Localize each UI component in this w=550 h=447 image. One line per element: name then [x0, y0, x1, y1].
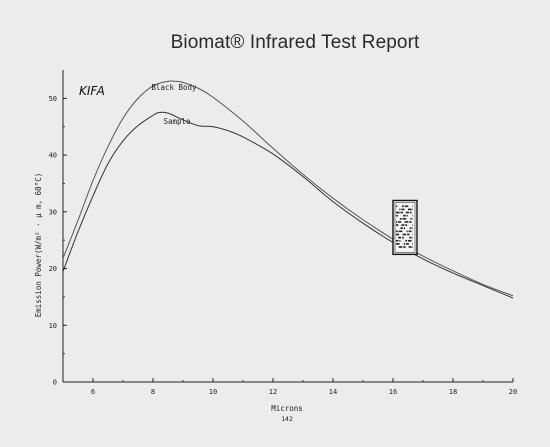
- stamp-mark: [403, 243, 405, 245]
- stamp-mark: [406, 230, 408, 233]
- y-tick-label: 30: [49, 208, 57, 216]
- stamp-mark: [405, 224, 408, 226]
- stamp-inner-border: [394, 202, 416, 253]
- sample-label: Sample: [163, 117, 191, 126]
- stamp-mark: [408, 208, 412, 211]
- stamp-mark: [402, 236, 404, 239]
- stamp-mark: [412, 205, 413, 208]
- stamp-mark: [404, 221, 409, 223]
- stamp-mark: [412, 246, 413, 248]
- stamp-mark: [412, 218, 413, 220]
- annotation-group: Black Body Sample: [151, 83, 197, 126]
- stamp-mark: [399, 208, 401, 211]
- stamp-mark: [399, 239, 401, 242]
- series-group: [62, 80, 514, 299]
- stamp-mark: [403, 214, 406, 217]
- page-title: Biomat® Infrared Test Report: [170, 32, 420, 53]
- black-body-label: Black Body: [151, 83, 197, 92]
- stamp-mark: [409, 221, 412, 223]
- stamp-mark: [407, 233, 410, 236]
- stamp-mark: [396, 224, 399, 226]
- stamp-mark: [412, 214, 413, 217]
- stamp-mark: [405, 243, 409, 245]
- stamp-mark: [398, 230, 403, 233]
- stamp-mark: [400, 227, 403, 230]
- stamp-mark: [396, 221, 398, 223]
- stamp-mark: [405, 239, 408, 242]
- stamp-mark: [396, 243, 400, 245]
- stamp-mark: [396, 230, 398, 233]
- x-tick-label: 14: [329, 388, 337, 396]
- x-axis-ticks: 6 8 10 12 14 16 18 20: [62, 378, 517, 396]
- stamp-mark: [401, 208, 405, 211]
- y-tick-label: 40: [49, 152, 57, 160]
- stamp-mark: [401, 224, 405, 226]
- y-tick-label: 20: [49, 265, 57, 273]
- stamp-mark: [398, 221, 402, 223]
- stamp-mark: [399, 218, 402, 220]
- x-axis-title: Microns: [271, 404, 303, 413]
- stamp-mark: [408, 246, 412, 248]
- stamp-mark: [412, 243, 413, 245]
- stamp-mark: [409, 227, 412, 230]
- stamp-mark: [406, 214, 408, 217]
- y-tick-label: 10: [49, 322, 57, 330]
- stamp-mark: [402, 218, 407, 220]
- stamp-mark: [410, 218, 412, 220]
- stamp-mark: [396, 211, 400, 214]
- stamp-mark: [398, 236, 402, 239]
- stamp-mark: [409, 236, 412, 239]
- stamp-mark: [412, 208, 413, 211]
- corner-label: KIFA: [79, 84, 105, 98]
- stamp-mark: [402, 205, 404, 208]
- stamp-mark: [404, 205, 409, 208]
- y-axis-ticks: 0 10 20 30 40 50: [49, 95, 67, 387]
- stamp-mark: [403, 246, 406, 248]
- stamp-mark: [396, 205, 398, 208]
- x-tick-label: 16: [389, 388, 397, 396]
- y-tick-label: 0: [53, 379, 57, 387]
- stamp-mark: [396, 214, 398, 217]
- stamp-mark: [402, 233, 407, 236]
- stamp-mark: [396, 239, 399, 242]
- stamp-mark: [398, 246, 403, 248]
- sample-line: [62, 111, 514, 299]
- chart-axes: [62, 70, 513, 383]
- x-tick-label: 20: [509, 388, 517, 396]
- x-tick-label: 12: [269, 388, 277, 396]
- stamp-mark: [400, 211, 403, 214]
- x-tick-label: 18: [449, 388, 457, 396]
- stamp-mark: [412, 224, 413, 226]
- x-tick-label: 10: [209, 388, 217, 396]
- stamp-mark: [405, 211, 409, 214]
- stamp-mark: [396, 233, 399, 236]
- black-body-line: [62, 80, 514, 297]
- stamp-mark: [412, 227, 413, 230]
- stamp-seal: [392, 199, 418, 256]
- stamp-mark: [412, 233, 413, 236]
- stamp-mark: [409, 211, 412, 214]
- y-axis-title: Emission Power(W/m² · μ m, 60°C): [34, 173, 43, 318]
- x-tick-label: 6: [91, 388, 95, 396]
- y-tick-label: 50: [49, 95, 57, 103]
- stamp-mark: [412, 236, 413, 239]
- stamp-mark: [408, 230, 412, 233]
- stamp-mark: [403, 227, 405, 230]
- x-tick-label: 8: [151, 388, 155, 396]
- x-axis-sublabel: 142: [281, 415, 293, 423]
- stamp-mark: [408, 239, 412, 242]
